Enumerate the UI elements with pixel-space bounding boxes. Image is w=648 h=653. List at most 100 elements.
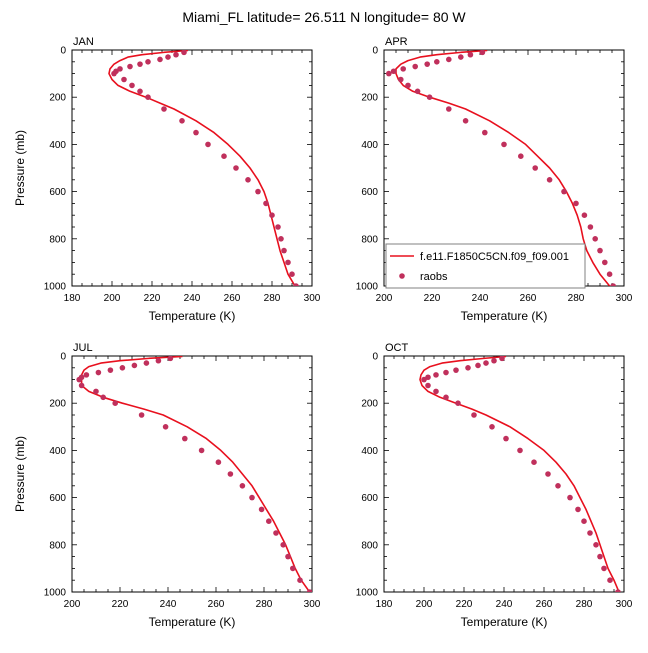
raobs-point	[467, 51, 474, 58]
raobs-point	[455, 400, 461, 407]
panel-title: JAN	[73, 36, 94, 48]
y-tick-label: 1000	[356, 588, 379, 599]
x-tick-label: 260	[520, 293, 537, 304]
x-tick-label: 220	[424, 293, 441, 304]
raobs-point	[179, 118, 185, 124]
raobs-point	[161, 106, 167, 112]
y-tick-label: 0	[372, 46, 378, 57]
panel-jan: 180 200 220 240 260 280 300 0 200 400 600 800 1000 JA…	[13, 36, 321, 323]
raobs-point	[138, 412, 145, 418]
model-series-line	[108, 50, 296, 286]
raobs-point	[255, 188, 261, 195]
y-tick-label: 1000	[44, 282, 67, 293]
raobs-point	[249, 494, 255, 501]
raobs-point	[165, 54, 171, 60]
raobs-point	[127, 63, 133, 70]
raobs-point	[561, 188, 567, 195]
raobs-point	[581, 518, 587, 524]
raobs-point	[239, 483, 246, 489]
x-tick-label: 280	[256, 599, 273, 610]
y-tick-label: 400	[361, 446, 378, 457]
raobs-point	[173, 51, 179, 58]
raobs-point	[458, 54, 464, 60]
raobs-point	[475, 362, 481, 369]
raobs-point	[162, 424, 169, 430]
panel-apr: 200 220 240 260 280 300 0 200 400 600 800 1000 APR Te…	[356, 36, 633, 323]
raobs-point	[119, 365, 126, 371]
raobs-point	[198, 447, 205, 454]
x-tick-label: 300	[304, 293, 321, 304]
raobs-point	[501, 141, 507, 148]
raobs-point	[433, 372, 439, 378]
raobs-point	[390, 68, 397, 75]
raobs-point	[289, 271, 295, 278]
raobs-point	[78, 382, 85, 389]
y-tick-label: 800	[361, 234, 378, 245]
raobs-point	[443, 394, 449, 401]
y-axis-label: Pressure (mb)	[13, 130, 27, 206]
raobs-point	[76, 376, 82, 383]
x-tick-label: 240	[184, 293, 201, 304]
x-axis-label: Temperature (K)	[149, 309, 236, 323]
raobs-point	[446, 56, 452, 63]
raobs-point	[205, 141, 211, 148]
raobs-point	[531, 459, 537, 466]
plot-area	[419, 356, 621, 592]
raobs-point	[597, 553, 603, 560]
raobs-point	[182, 435, 188, 442]
panel-jul: 200 220 240 260 280 300 0 200 400 600 800 1000 JUL Te…	[13, 342, 321, 629]
figure-title: Miami_FL latitude= 26.511 N longitude= 8…	[182, 9, 466, 25]
raobs-point	[386, 70, 392, 77]
x-axis-label: Temperature (K)	[461, 309, 548, 323]
raobs-point	[479, 50, 486, 56]
x-tick-label: 280	[568, 293, 585, 304]
raobs-point	[567, 494, 573, 501]
raobs-point	[131, 362, 138, 369]
x-tick-label: 240	[160, 599, 177, 610]
raobs-point	[107, 367, 114, 373]
raobs-point	[587, 224, 594, 230]
x-tick-label: 200	[64, 599, 81, 610]
raobs-point	[555, 483, 561, 489]
y-tick-label: 600	[49, 493, 66, 504]
raobs-point	[143, 360, 150, 366]
raobs-point	[227, 471, 234, 477]
y-tick-label: 400	[49, 140, 66, 151]
x-tick-label: 220	[112, 599, 129, 610]
raobs-point	[546, 177, 553, 183]
raobs-point	[398, 76, 404, 83]
model-series-line	[395, 50, 611, 286]
raobs-point	[597, 247, 603, 254]
raobs-point	[587, 530, 593, 536]
raobs-point	[278, 236, 284, 242]
x-tick-label: 280	[576, 599, 593, 610]
y-tick-label: 800	[361, 540, 378, 551]
raobs-point	[266, 518, 272, 524]
plot-area	[386, 50, 616, 286]
x-tick-label: 260	[224, 293, 241, 304]
raobs-point	[306, 589, 312, 592]
raobs-point	[93, 388, 99, 395]
raobs-point	[83, 372, 90, 378]
x-tick-label: 280	[264, 293, 281, 304]
raobs-point	[414, 88, 421, 95]
raobs-point	[293, 283, 299, 286]
raobs-point	[145, 59, 151, 65]
raobs-point	[137, 88, 143, 95]
raobs-point	[503, 435, 509, 442]
raobs-point	[462, 118, 469, 124]
raobs-point	[412, 63, 419, 70]
raobs-point	[518, 153, 524, 159]
raobs-point	[545, 471, 551, 477]
x-tick-label: 260	[536, 599, 553, 610]
raobs-point	[592, 236, 598, 242]
raobs-point	[269, 212, 275, 218]
raobs-point	[281, 247, 287, 254]
y-tick-label: 400	[361, 140, 378, 151]
raobs-point	[400, 66, 407, 72]
raobs-point	[581, 212, 588, 218]
raobs-point	[606, 271, 613, 278]
raobs-point	[111, 70, 117, 77]
raobs-point	[433, 388, 439, 395]
